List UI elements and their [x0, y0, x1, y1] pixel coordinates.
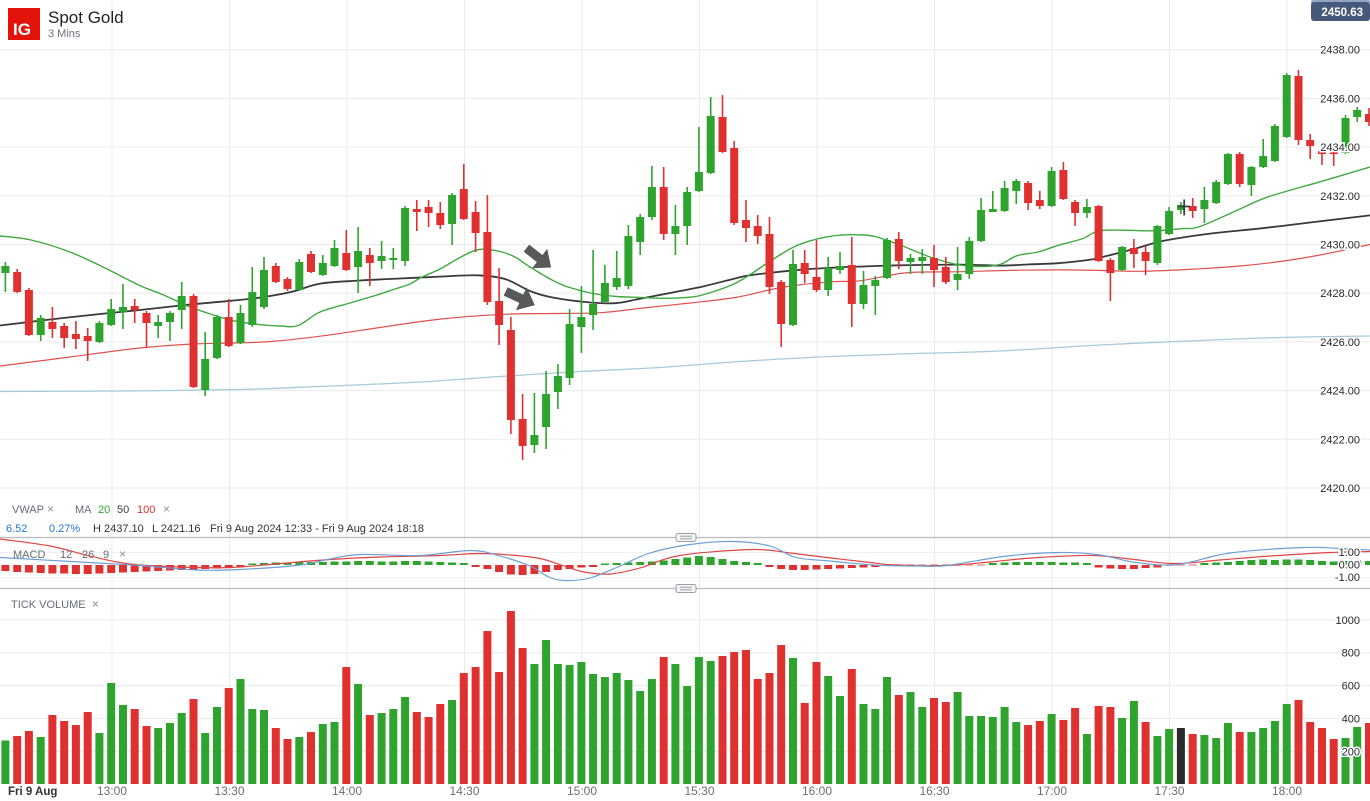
svg-text:13:00: 13:00 [97, 784, 127, 798]
svg-text:1.00: 1.00 [1339, 547, 1360, 559]
svg-text:2434.00: 2434.00 [1320, 142, 1360, 154]
svg-text:MACD: MACD [13, 549, 45, 561]
svg-text:400: 400 [1342, 714, 1360, 726]
svg-text:600: 600 [1342, 681, 1360, 693]
svg-text:6.52: 6.52 [6, 523, 27, 535]
svg-text:1000: 1000 [1336, 615, 1360, 627]
svg-text:MA: MA [75, 504, 92, 516]
svg-text:×: × [163, 502, 170, 516]
svg-text:×: × [47, 502, 54, 516]
svg-text:2428.00: 2428.00 [1320, 288, 1360, 300]
svg-text:16:00: 16:00 [802, 784, 832, 798]
svg-text:L 2421.16: L 2421.16 [152, 523, 201, 535]
svg-text:×: × [119, 547, 126, 561]
svg-text:9: 9 [103, 549, 109, 561]
svg-text:Fri 9 Aug: Fri 9 Aug [8, 786, 57, 798]
svg-text:26: 26 [82, 549, 94, 561]
svg-text:H 2437.10: H 2437.10 [93, 523, 144, 535]
svg-text:17:30: 17:30 [1154, 784, 1184, 798]
svg-text:2420.00: 2420.00 [1320, 483, 1360, 495]
svg-text:17:00: 17:00 [1037, 784, 1067, 798]
svg-text:2450.63: 2450.63 [1321, 7, 1363, 19]
svg-text:2436.00: 2436.00 [1320, 93, 1360, 105]
svg-text:2426.00: 2426.00 [1320, 337, 1360, 349]
svg-text:3 Mins: 3 Mins [48, 28, 81, 40]
svg-text:0.27%: 0.27% [49, 523, 80, 535]
svg-text:2438.00: 2438.00 [1320, 45, 1360, 57]
svg-text:800: 800 [1342, 648, 1360, 660]
svg-text:20: 20 [98, 504, 110, 516]
svg-text:IG: IG [13, 20, 31, 39]
svg-text:2422.00: 2422.00 [1320, 434, 1360, 446]
svg-text:100: 100 [137, 504, 155, 516]
svg-text:18:00: 18:00 [1272, 784, 1302, 798]
svg-text:12: 12 [60, 549, 72, 561]
svg-text:50: 50 [117, 504, 129, 516]
svg-text:2430.00: 2430.00 [1320, 240, 1360, 252]
svg-text:2424.00: 2424.00 [1320, 386, 1360, 398]
svg-text:-1.00: -1.00 [1335, 572, 1360, 584]
svg-text:16:30: 16:30 [919, 784, 949, 798]
svg-text:15:30: 15:30 [684, 784, 714, 798]
svg-text:TICK VOLUME: TICK VOLUME [11, 599, 86, 611]
svg-text:0.00: 0.00 [1339, 560, 1360, 572]
svg-text:200: 200 [1342, 746, 1360, 758]
svg-text:14:00: 14:00 [332, 784, 362, 798]
svg-text:Fri 9 Aug 2024 12:33 - Fri 9 A: Fri 9 Aug 2024 12:33 - Fri 9 Aug 2024 18… [210, 523, 424, 535]
svg-text:Spot Gold: Spot Gold [48, 8, 124, 27]
svg-text:×: × [92, 597, 99, 611]
svg-text:13:30: 13:30 [214, 784, 244, 798]
svg-text:2432.00: 2432.00 [1320, 191, 1360, 203]
svg-text:15:00: 15:00 [567, 784, 597, 798]
svg-text:VWAP: VWAP [12, 504, 44, 516]
svg-text:14:30: 14:30 [449, 784, 479, 798]
